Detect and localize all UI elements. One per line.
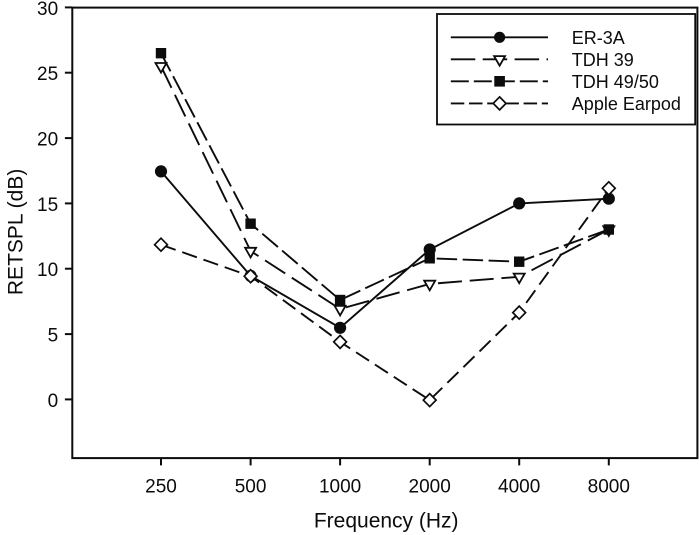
- svg-text:15: 15: [37, 195, 58, 216]
- svg-text:ER-3A: ER-3A: [572, 28, 625, 48]
- svg-text:TDH 39: TDH 39: [572, 50, 634, 70]
- svg-text:5: 5: [48, 326, 59, 347]
- svg-text:30: 30: [37, 0, 58, 20]
- svg-text:Apple Earpod: Apple Earpod: [572, 94, 681, 114]
- svg-text:250: 250: [145, 476, 177, 497]
- svg-text:RETSPL (dB): RETSPL (dB): [5, 169, 28, 295]
- svg-text:8000: 8000: [588, 476, 630, 497]
- svg-text:0: 0: [48, 391, 59, 412]
- svg-text:TDH 49/50: TDH 49/50: [572, 72, 659, 92]
- svg-text:Frequency (Hz): Frequency (Hz): [314, 510, 459, 533]
- svg-text:1000: 1000: [319, 476, 361, 497]
- svg-text:10: 10: [37, 260, 58, 281]
- svg-text:25: 25: [37, 64, 58, 85]
- svg-text:2000: 2000: [409, 476, 451, 497]
- svg-text:20: 20: [37, 130, 58, 151]
- svg-text:4000: 4000: [498, 476, 540, 497]
- svg-text:500: 500: [235, 476, 267, 497]
